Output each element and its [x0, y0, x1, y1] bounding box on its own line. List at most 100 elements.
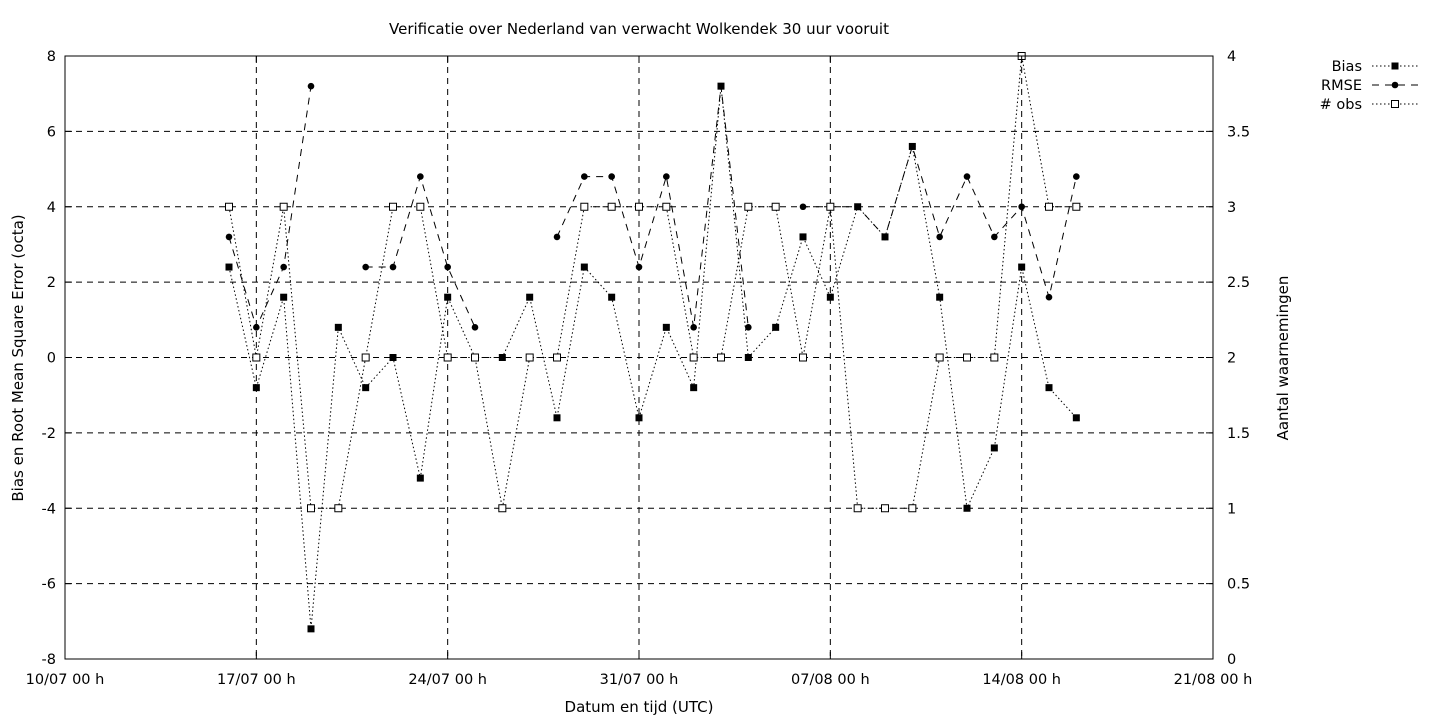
- legend-marker-obs: [1391, 100, 1399, 108]
- data-point-bias: [362, 384, 370, 392]
- y2-tick-label: 4: [1227, 49, 1236, 65]
- series-rmse: [225, 82, 1080, 331]
- data-point-rmse: [1073, 173, 1080, 180]
- y-tick-label: 2: [47, 275, 56, 291]
- data-point-obs: [361, 353, 370, 362]
- data-point-bias: [252, 384, 260, 392]
- data-point-bias: [444, 293, 452, 301]
- y-tick-label: 4: [47, 200, 56, 216]
- series-line-rmse: [365, 174, 476, 328]
- legend-marker-bias: [1391, 62, 1399, 70]
- data-point-bias: [635, 414, 643, 422]
- data-point-bias: [225, 263, 233, 271]
- data-point-bias: [526, 293, 534, 301]
- data-point-rmse: [635, 263, 643, 271]
- y2-tick-label: 1.5: [1227, 426, 1250, 442]
- legend-label-bias: Bias: [1332, 59, 1362, 75]
- data-point-bias: [280, 293, 288, 301]
- series-obs: [225, 52, 1081, 513]
- grid-lines: [65, 56, 1213, 659]
- data-point-obs: [826, 202, 835, 211]
- data-point-obs: [525, 353, 534, 362]
- data-point-obs: [963, 353, 971, 362]
- data-point-obs: [689, 353, 698, 362]
- x-tick-label: 24/07 00 h: [408, 672, 487, 688]
- data-point-obs: [416, 202, 425, 211]
- data-point-rmse: [417, 173, 424, 180]
- y2-tick-label: 3: [1227, 200, 1236, 216]
- y2-tick-label: 2.5: [1227, 275, 1250, 291]
- data-point-rmse: [881, 233, 889, 241]
- y2-tick-label: 1: [1227, 501, 1236, 517]
- data-point-bias: [389, 354, 397, 361]
- x-tick-label: 31/07 00 h: [600, 672, 679, 688]
- data-point-obs: [334, 504, 343, 513]
- data-point-rmse: [225, 233, 233, 241]
- y2-tick-label: 0: [1227, 652, 1236, 668]
- data-point-bias: [990, 444, 998, 452]
- data-point-rmse: [608, 173, 615, 180]
- data-point-obs: [635, 202, 643, 211]
- y-tick-label: 6: [47, 124, 56, 140]
- y-tick-label: 0: [47, 351, 56, 367]
- data-point-obs: [881, 504, 889, 513]
- data-point-bias: [416, 474, 424, 482]
- y2-axis-label: Aantal waarnemingen: [1274, 276, 1292, 441]
- data-point-obs: [252, 353, 261, 362]
- tick-labels: 10/07 00 h 17/07 00 h 24/07 00 h 31/07 00 h…: [26, 49, 1253, 688]
- data-point-rmse: [963, 173, 971, 180]
- data-point-rmse: [471, 324, 479, 331]
- data-point-bias: [662, 323, 670, 331]
- data-point-rmse: [307, 82, 315, 90]
- data-point-bias: [498, 354, 506, 361]
- series-layer: [225, 52, 1081, 633]
- legend: Bias RMSE # obs: [1320, 59, 1419, 113]
- data-point-rmse: [1018, 203, 1025, 211]
- x-tick-label: 07/08 00 h: [791, 672, 870, 688]
- data-point-obs: [717, 353, 725, 362]
- data-point-obs: [225, 202, 233, 211]
- data-point-rmse: [991, 233, 998, 241]
- legend-label-obs: # obs: [1320, 97, 1362, 113]
- data-point-bias: [553, 414, 561, 422]
- data-point-rmse: [909, 143, 916, 150]
- legend-marker-rmse: [1391, 81, 1399, 89]
- data-point-rmse: [253, 324, 260, 331]
- data-point-bias: [936, 293, 944, 301]
- data-point-bias: [690, 384, 698, 392]
- data-point-bias: [580, 263, 588, 271]
- data-point-obs: [662, 202, 671, 211]
- data-point-bias: [1072, 414, 1080, 422]
- y-tick-label: -2: [42, 426, 56, 442]
- data-point-rmse: [553, 233, 561, 241]
- data-point-rmse: [717, 82, 725, 90]
- data-point-rmse: [280, 263, 287, 271]
- data-point-bias: [744, 354, 752, 361]
- series-line-rmse: [228, 86, 312, 329]
- data-point-obs: [471, 353, 479, 362]
- data-point-obs: [443, 353, 452, 362]
- data-point-obs: [771, 202, 780, 211]
- x-tick-label: 14/08 00 h: [982, 672, 1061, 688]
- data-point-obs: [553, 353, 561, 362]
- y2-tick-label: 2: [1227, 351, 1236, 367]
- tick-marks: [64, 55, 1214, 660]
- data-point-obs: [744, 202, 753, 211]
- y-tick-label: -4: [42, 501, 56, 517]
- data-point-rmse: [690, 324, 697, 331]
- data-point-rmse: [663, 173, 670, 180]
- series-line-rmse: [803, 144, 1077, 300]
- data-point-rmse: [1045, 293, 1053, 301]
- data-point-obs: [908, 504, 917, 513]
- x-axis-label: Datum en tijd (UTC): [565, 698, 714, 716]
- data-point-obs: [498, 504, 507, 513]
- x-tick-label: 17/07 00 h: [217, 672, 296, 688]
- y2-tick-label: 3.5: [1227, 124, 1250, 140]
- data-point-rmse: [581, 173, 588, 180]
- data-point-obs: [935, 353, 944, 362]
- data-point-bias: [799, 233, 807, 241]
- chart-title: Verificatie over Nederland van verwacht …: [389, 20, 889, 38]
- series-line-obs: [228, 55, 1077, 509]
- data-point-bias: [608, 293, 616, 301]
